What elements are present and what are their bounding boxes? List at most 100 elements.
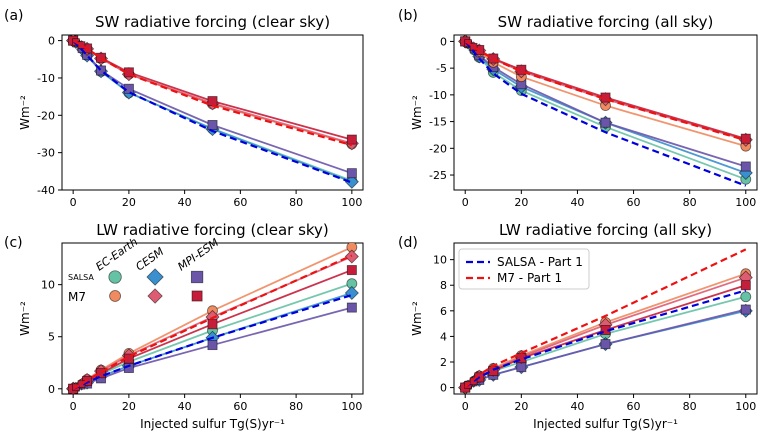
data-point [346, 265, 357, 276]
y-tick-label: 10 [433, 254, 447, 267]
panel-1: (a) SW radiative forcing (clear sky) 0 20 40… [4, 8, 364, 209]
marker-key-swatch [146, 268, 164, 286]
marker-key-column: MPI-ESM [175, 236, 221, 274]
y-axis-label: Wm⁻² [18, 95, 32, 130]
y-tick-label: 6 [440, 305, 447, 318]
marker-key-swatch [108, 270, 122, 284]
series-line [72, 254, 353, 390]
y-axis-label: Wm⁻² [18, 301, 32, 336]
data-point [96, 65, 107, 76]
x-tick-label: 80 [289, 196, 303, 209]
marker-key-row: SALSA [68, 273, 94, 282]
x-tick-label: 80 [683, 196, 697, 209]
data-point [488, 53, 499, 64]
axes-frame [453, 34, 758, 191]
series-m7-part-1 [72, 254, 353, 390]
y-tick-label: -25 [429, 169, 447, 182]
series-line [464, 40, 747, 187]
panel-label: (b) [398, 8, 418, 24]
panel-label: (a) [4, 8, 24, 24]
x-tick-label: 20 [122, 196, 136, 209]
y-tick-label: -20 [37, 109, 55, 122]
panel-4: (d)LW radiative forcing (all sky)0 20 40 60… [398, 221, 758, 431]
series-line [72, 39, 353, 147]
data-point [96, 52, 107, 63]
x-tick-label: 60 [627, 196, 641, 209]
x-tick-label: 20 [514, 400, 528, 413]
x-tick-label: 20 [122, 400, 136, 413]
marker-key-column: EC-Earth [93, 235, 140, 273]
plot-area [458, 248, 753, 394]
y-tick-label: -5 [436, 62, 447, 75]
panel-label: (d) [398, 235, 418, 251]
data-point [346, 302, 357, 313]
y-tick-label: 0 [48, 35, 55, 48]
x-tick-label: 40 [178, 196, 192, 209]
marker-key-swatch [191, 290, 203, 302]
data-point [346, 134, 357, 145]
y-tick-label: 10 [41, 279, 55, 292]
data-point [600, 339, 611, 350]
series-m7-part-1 [464, 40, 747, 142]
plot-area [66, 243, 359, 394]
x-tick-label: 100 [735, 400, 756, 413]
y-tick-label: 0 [440, 382, 447, 395]
data-point [469, 377, 478, 386]
x-tick-label: 100 [341, 196, 362, 209]
data-point [344, 174, 359, 189]
x-tick-label: 40 [570, 400, 584, 413]
chart-title: SW radiative forcing (all sky) [498, 13, 714, 31]
axes-frame [453, 242, 758, 395]
y-axis-label: Wm⁻² [410, 95, 424, 130]
data-point [346, 168, 357, 179]
data-point [740, 291, 752, 303]
y-tick-label: 0 [48, 383, 55, 396]
legend: SALSA - Part 1 M7 - Part 1 [458, 248, 590, 290]
data-point [740, 133, 751, 144]
panel-label: (c) [4, 235, 23, 251]
legend-label: SALSA - Part 1 [497, 255, 583, 269]
marker-key-column: CESM [133, 245, 166, 274]
data-point [96, 368, 107, 379]
y-tick-label: 2 [440, 356, 447, 369]
axes-frame [61, 242, 364, 395]
plot-area [66, 35, 359, 189]
y-tick-label: 8 [440, 279, 447, 292]
y-tick-label: 5 [48, 331, 55, 344]
axes-frame [61, 34, 364, 191]
series-line [72, 39, 353, 183]
y-tick-label: 0 [440, 35, 447, 48]
chart-title: SW radiative forcing (clear sky) [95, 13, 330, 31]
y-axis-label: Wm⁻² [410, 301, 424, 336]
series-line [464, 40, 747, 142]
y-tick-label: -10 [37, 72, 55, 85]
x-tick-label: 20 [514, 196, 528, 209]
x-axis-label: Injected sulfur Tg(S)yr⁻¹ [140, 417, 285, 431]
y-tick-label: -30 [37, 147, 55, 160]
x-tick-label: 40 [178, 400, 192, 413]
x-tick-label: 0 [462, 196, 469, 209]
x-tick-label: 60 [233, 196, 247, 209]
series-m7-part-1 [464, 248, 747, 389]
y-tick-label: 4 [440, 330, 447, 343]
data-point [740, 161, 751, 172]
legend-label: M7 - Part 1 [497, 271, 562, 285]
data-point [740, 304, 751, 315]
y-tick-label: -15 [429, 116, 447, 129]
x-tick-label: 0 [70, 196, 77, 209]
data-point [207, 319, 218, 330]
chart-title: LW radiative forcing (all sky) [499, 221, 712, 239]
y-tick-label: -10 [429, 89, 447, 102]
series-ec-earth-salsa [67, 35, 358, 187]
x-tick-label: 100 [735, 196, 756, 209]
data-point [207, 120, 218, 131]
series-m7-part-1 [72, 39, 353, 147]
x-tick-label: 80 [683, 400, 697, 413]
series-salsa-part-1 [72, 39, 353, 184]
series-line [72, 39, 353, 184]
x-tick-label: 60 [233, 400, 247, 413]
data-point [600, 117, 611, 128]
x-tick-label: 0 [70, 400, 77, 413]
